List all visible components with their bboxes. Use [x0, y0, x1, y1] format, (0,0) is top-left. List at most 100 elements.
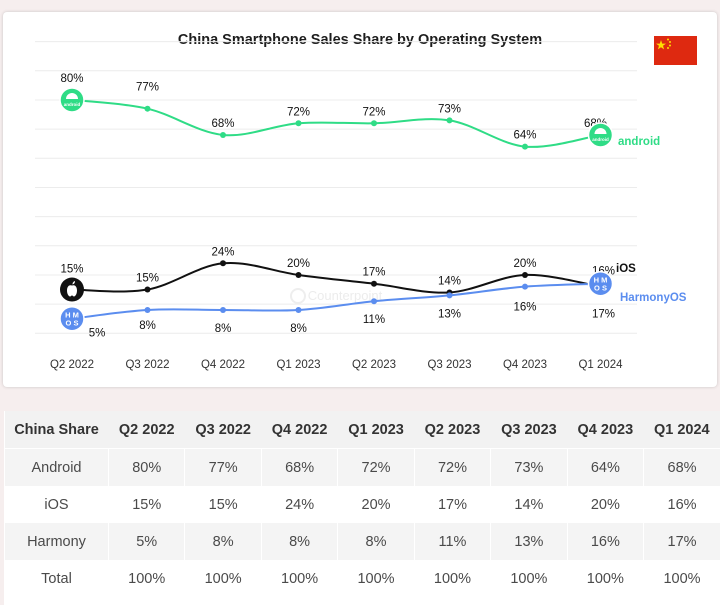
ios-point [295, 271, 302, 278]
ios-data-label: 14% [438, 275, 461, 287]
table-row-header: Android [4, 448, 109, 486]
table-row: Android 80% 77% 68% 72% 72% 73% 64% 68% [4, 448, 720, 486]
harmonyos-icon-text: H M [65, 311, 79, 320]
ios-point [220, 260, 226, 267]
table-column-header: Q3 2023 [490, 411, 568, 449]
table-row: Harmony 5% 8% 8% 8% 11% 13% 16% 17% [4, 523, 720, 560]
android-icon-head [66, 92, 78, 99]
harmonyos-legend-label: HarmonyOS [620, 292, 687, 304]
share-table: China Share Q2 2022 Q3 2022 Q4 2022 Q1 2023 Q… [4, 411, 720, 597]
android-data-label: 64% [513, 130, 536, 142]
table-cell: 17% [643, 523, 720, 560]
x-tick-label: Q3 2022 [125, 359, 169, 371]
table-header-row: China Share Q2 2022 Q3 2022 Q4 2022 Q1 2023 Q… [4, 411, 720, 449]
table-cell: 100% [643, 560, 720, 597]
table-row: Total 100% 100% 100% 100% 100% 100% 100% 100% [4, 560, 720, 597]
harmonyos-icon [587, 270, 614, 297]
android-icon-text: android [64, 102, 81, 107]
flag-small-star [667, 47, 669, 49]
android-data-label: 77% [136, 82, 159, 94]
table-column-header: Q3 2022 [184, 411, 262, 449]
table-row-header: Harmony [4, 523, 109, 560]
table-cell: 8% [260, 523, 338, 560]
android-icon [59, 87, 85, 113]
harmonyos-point [295, 306, 302, 313]
harmonyos-line [71, 282, 601, 320]
table-column-header: Q1 2023 [337, 411, 415, 449]
table-cell: 20% [566, 486, 644, 523]
harmonyos-data-label: 13% [438, 308, 461, 320]
android-legend-label: android [618, 136, 660, 148]
harmonyos-icon-text: O S [66, 319, 79, 328]
ios-point [144, 286, 151, 293]
table-row: iOS 15% 15% 24% 20% 17% 14% 20% 16% [4, 486, 720, 523]
table-column-header: Q2 2023 [414, 411, 491, 449]
table-cell: 64% [566, 448, 644, 486]
ios-data-label: 20% [513, 258, 536, 270]
table-cell: 15% [184, 486, 262, 523]
flag-small-star [669, 41, 671, 43]
table-cell: 16% [643, 486, 720, 523]
x-tick-label: Q4 2022 [201, 359, 245, 371]
harmonyos-data-label: 5% [89, 328, 106, 340]
flag-small-star [667, 38, 669, 41]
table-cell: 14% [490, 486, 568, 523]
table-cell: 16% [566, 523, 644, 560]
android-line [71, 98, 601, 148]
table-cell: 100% [413, 560, 491, 597]
table-cell: 77% [184, 448, 262, 486]
table-cell: 72% [413, 448, 491, 486]
table-cell: 20% [337, 486, 415, 523]
table-cell: 11% [413, 523, 491, 560]
android-point [295, 120, 302, 127]
harmonyos-data-label: 16% [513, 302, 536, 314]
table-cell: 72% [337, 448, 415, 486]
harmonyos-point [220, 306, 226, 313]
line-chart: Counterpoint80%77%68%72%72%73%64%68%15%1… [35, 41, 687, 371]
table-cell: 8% [337, 523, 415, 560]
table-corner-header: China Share [4, 411, 109, 449]
android-point [446, 117, 453, 124]
harmonyos-data-label: 8% [290, 323, 307, 335]
share-table-container: China Share Q2 2022 Q3 2022 Q4 2022 Q1 2023 Q… [4, 411, 720, 605]
apple-icon-body [67, 285, 77, 297]
table-cell: 68% [643, 448, 720, 486]
android-point [144, 105, 151, 112]
china-flag [654, 36, 697, 65]
table-cell: 80% [107, 448, 185, 486]
table-cell: 100% [566, 560, 644, 597]
ios-data-label: 20% [287, 258, 310, 270]
table-row-header: iOS [4, 486, 109, 523]
x-tick-label: Q2 2022 [50, 359, 94, 371]
x-tick-label: Q3 2023 [427, 359, 471, 371]
harmonyos-data-label: 11% [363, 314, 385, 326]
table-column-header: Q4 2022 [261, 411, 338, 449]
table-cell: 68% [260, 448, 338, 486]
table-cell: 17% [413, 486, 491, 523]
table-cell: 13% [490, 523, 568, 560]
table-row-header: Total [4, 560, 109, 597]
chart-title: China Smartphone Sales Share by Operatin… [177, 32, 543, 48]
android-data-label: 72% [287, 106, 310, 118]
harmonyos-point [371, 298, 377, 305]
harmonyos-icon-text: H M [594, 276, 608, 285]
flag-big-star [656, 40, 666, 50]
ios-data-label: 17% [362, 267, 385, 279]
android-data-label: 72% [362, 106, 385, 118]
table-cell: 5% [107, 523, 185, 560]
ios-legend-label: iOS [616, 263, 636, 275]
android-data-label: 68% [211, 118, 234, 130]
ios-point [371, 280, 377, 287]
ios-data-label: 15% [136, 273, 159, 285]
ios-point [522, 271, 528, 278]
x-tick-label: Q2 2023 [352, 359, 396, 371]
x-tick-label: Q1 2023 [276, 359, 320, 371]
android-point [371, 120, 377, 127]
table-column-header: Q4 2023 [567, 411, 644, 449]
android-icon-head [594, 127, 607, 134]
table-column-header: Q2 2022 [108, 411, 185, 449]
table-cell: 73% [490, 448, 568, 486]
harmonyos-point [446, 292, 453, 299]
flag-small-star [669, 44, 671, 47]
android-point [220, 131, 226, 138]
